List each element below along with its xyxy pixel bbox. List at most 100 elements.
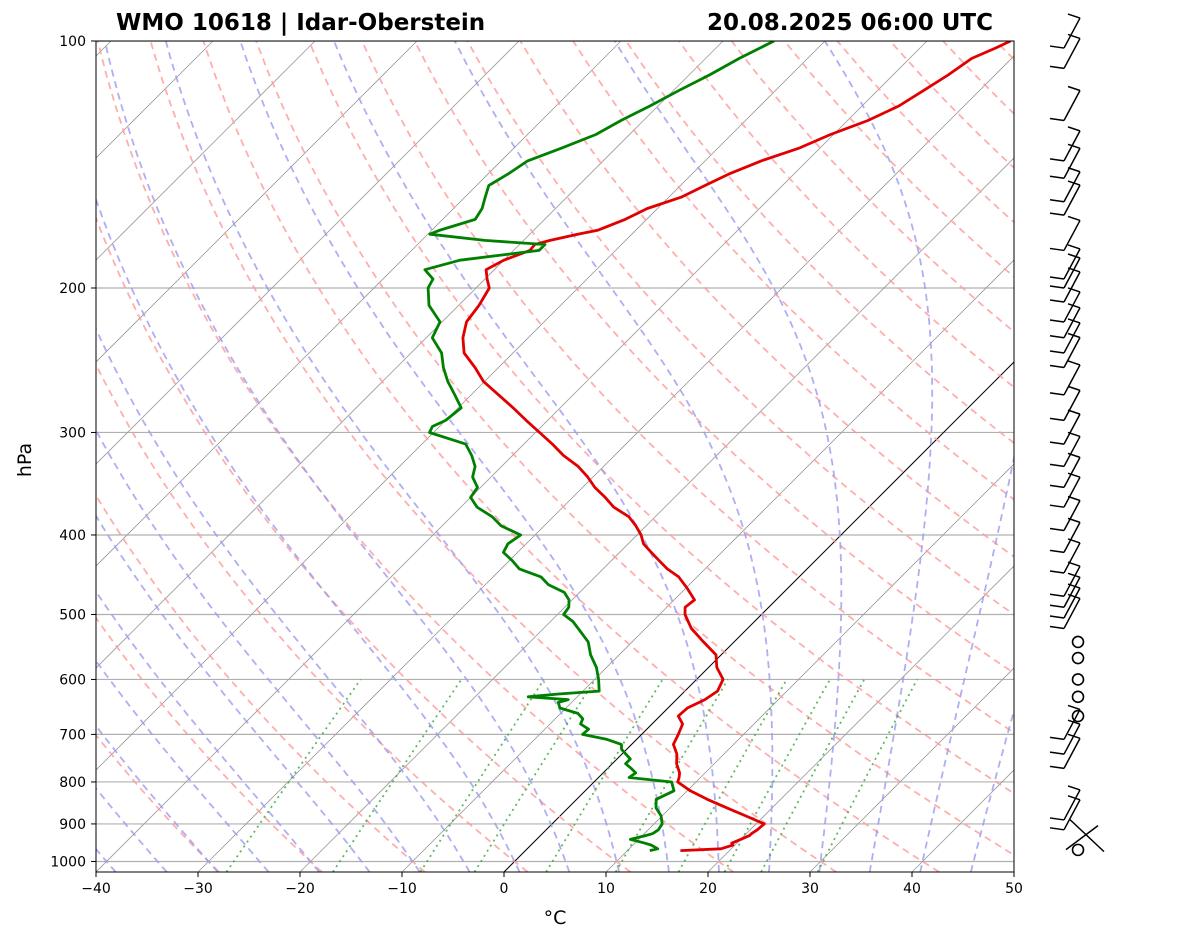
barb-flag (1049, 549, 1065, 554)
barb-shaft (1063, 307, 1081, 339)
barb-flag (1067, 795, 1081, 801)
moist-adiabat (104, 41, 571, 872)
wind-barb (1049, 704, 1081, 741)
barb-flag (1049, 827, 1065, 831)
barb-shaft (1063, 171, 1081, 203)
moist-adiabat (96, 786, 168, 872)
barb-flag (1049, 527, 1065, 532)
wind-barb (1049, 538, 1081, 574)
barb-flag (1067, 303, 1081, 309)
barb-flag (1067, 318, 1081, 324)
background-reference-lines (96, 41, 1181, 872)
wind-barb (1049, 167, 1081, 203)
barb-shaft (1063, 587, 1081, 619)
mixing-ratio-line (723, 678, 831, 872)
barb-flag (1067, 13, 1081, 19)
barb-flag (1049, 736, 1065, 741)
moist-adiabat (96, 724, 219, 872)
dry-adiabat (96, 493, 426, 872)
calm-wind-circle (1071, 635, 1085, 649)
barb-shaft (1063, 799, 1081, 831)
barb-shaft (1063, 130, 1081, 162)
barb-shaft (1063, 147, 1081, 179)
dry-adiabat (255, 41, 1014, 857)
wind-barb (1049, 409, 1081, 445)
barb-flag (1049, 158, 1065, 162)
y-tick-label: 700 (59, 727, 86, 743)
dry-adiabat (360, 41, 1014, 734)
dry-adiabat (308, 41, 1014, 795)
barb-flag (1049, 625, 1065, 630)
calm-wind-circle (1071, 843, 1085, 857)
barb-flag (1067, 287, 1081, 293)
barb-shaft (1063, 184, 1081, 216)
wind-barb (1049, 472, 1081, 508)
isotherm (96, 41, 826, 771)
barb-shaft (1063, 291, 1081, 323)
mixing-ratio-line (419, 678, 545, 872)
x-tick-label: 0 (500, 881, 509, 897)
y-tick-label: 900 (59, 817, 86, 833)
isotherm (96, 41, 520, 465)
wind-barb (1049, 33, 1081, 70)
dry-adiabat (96, 215, 632, 872)
barb-flag (1049, 276, 1065, 280)
x-tick-label: 10 (597, 881, 615, 897)
barb-flag (1049, 441, 1065, 445)
wind-barb (1049, 495, 1081, 532)
barb-flag (1067, 704, 1081, 711)
isotherm (1013, 871, 1014, 872)
barb-flag (1049, 285, 1065, 289)
barb-flag (1049, 765, 1065, 770)
dry-adiabat (519, 41, 1014, 558)
mixing-ratio-line (225, 678, 362, 872)
barb-shaft (1063, 322, 1081, 354)
barb-shaft (1063, 522, 1081, 553)
wind-barb (1049, 215, 1081, 252)
moist-adiabat (164, 41, 620, 872)
barb-flag (1049, 504, 1065, 508)
moist-adiabat (453, 41, 774, 872)
barb-flag (1067, 143, 1081, 149)
x-tick-label: −40 (81, 881, 111, 897)
moist-adiabat (333, 41, 720, 872)
wind-barb (1049, 572, 1081, 609)
barb-shaft (1063, 390, 1081, 421)
isotherm (605, 463, 1014, 872)
y-tick-label: 400 (59, 528, 86, 544)
isotherm (96, 41, 418, 363)
y-axis-label: hPa (14, 443, 36, 477)
wind-barb (1049, 360, 1081, 396)
barb-shaft (1063, 248, 1081, 280)
barb-flag (1049, 417, 1065, 422)
barb-shaft (1063, 457, 1081, 488)
calm-wind-circle (1071, 709, 1085, 723)
wind-barb (1049, 593, 1081, 630)
barb-shaft (1063, 542, 1081, 574)
mixing-ratio-line (545, 678, 664, 872)
y-tick-label: 300 (59, 425, 86, 441)
x-tick-label: −10 (387, 881, 417, 897)
moist-adiabat (239, 41, 670, 872)
wind-barb (1049, 795, 1081, 831)
moist-adiabat (1022, 41, 1181, 872)
barb-shaft (1063, 271, 1081, 303)
y-tick-label: 500 (59, 607, 86, 623)
barb-shaft (1063, 737, 1081, 769)
moist-adiabat (970, 707, 1014, 872)
isotherm (1116, 41, 1181, 872)
barb-shaft (1063, 337, 1081, 368)
isotherm (401, 259, 1014, 872)
moist-adiabat (96, 514, 371, 872)
dry-adiabat (572, 41, 1014, 501)
x-tick-label: −30 (183, 881, 213, 897)
isotherm (197, 55, 1014, 872)
barb-shaft (1063, 436, 1081, 467)
x-tick-label: 50 (1005, 881, 1023, 897)
wind-barb (1049, 287, 1081, 323)
mixing-ratio-line (332, 678, 463, 872)
barb-flag (1049, 463, 1065, 468)
calm-wind-circle (1071, 690, 1085, 704)
barb-shaft (1069, 819, 1105, 853)
barb-shaft (1063, 500, 1081, 531)
